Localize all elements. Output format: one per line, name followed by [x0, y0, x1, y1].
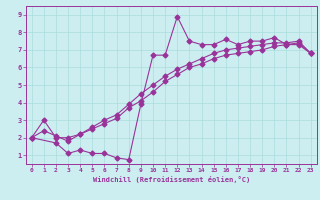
X-axis label: Windchill (Refroidissement éolien,°C): Windchill (Refroidissement éolien,°C) — [92, 176, 250, 183]
